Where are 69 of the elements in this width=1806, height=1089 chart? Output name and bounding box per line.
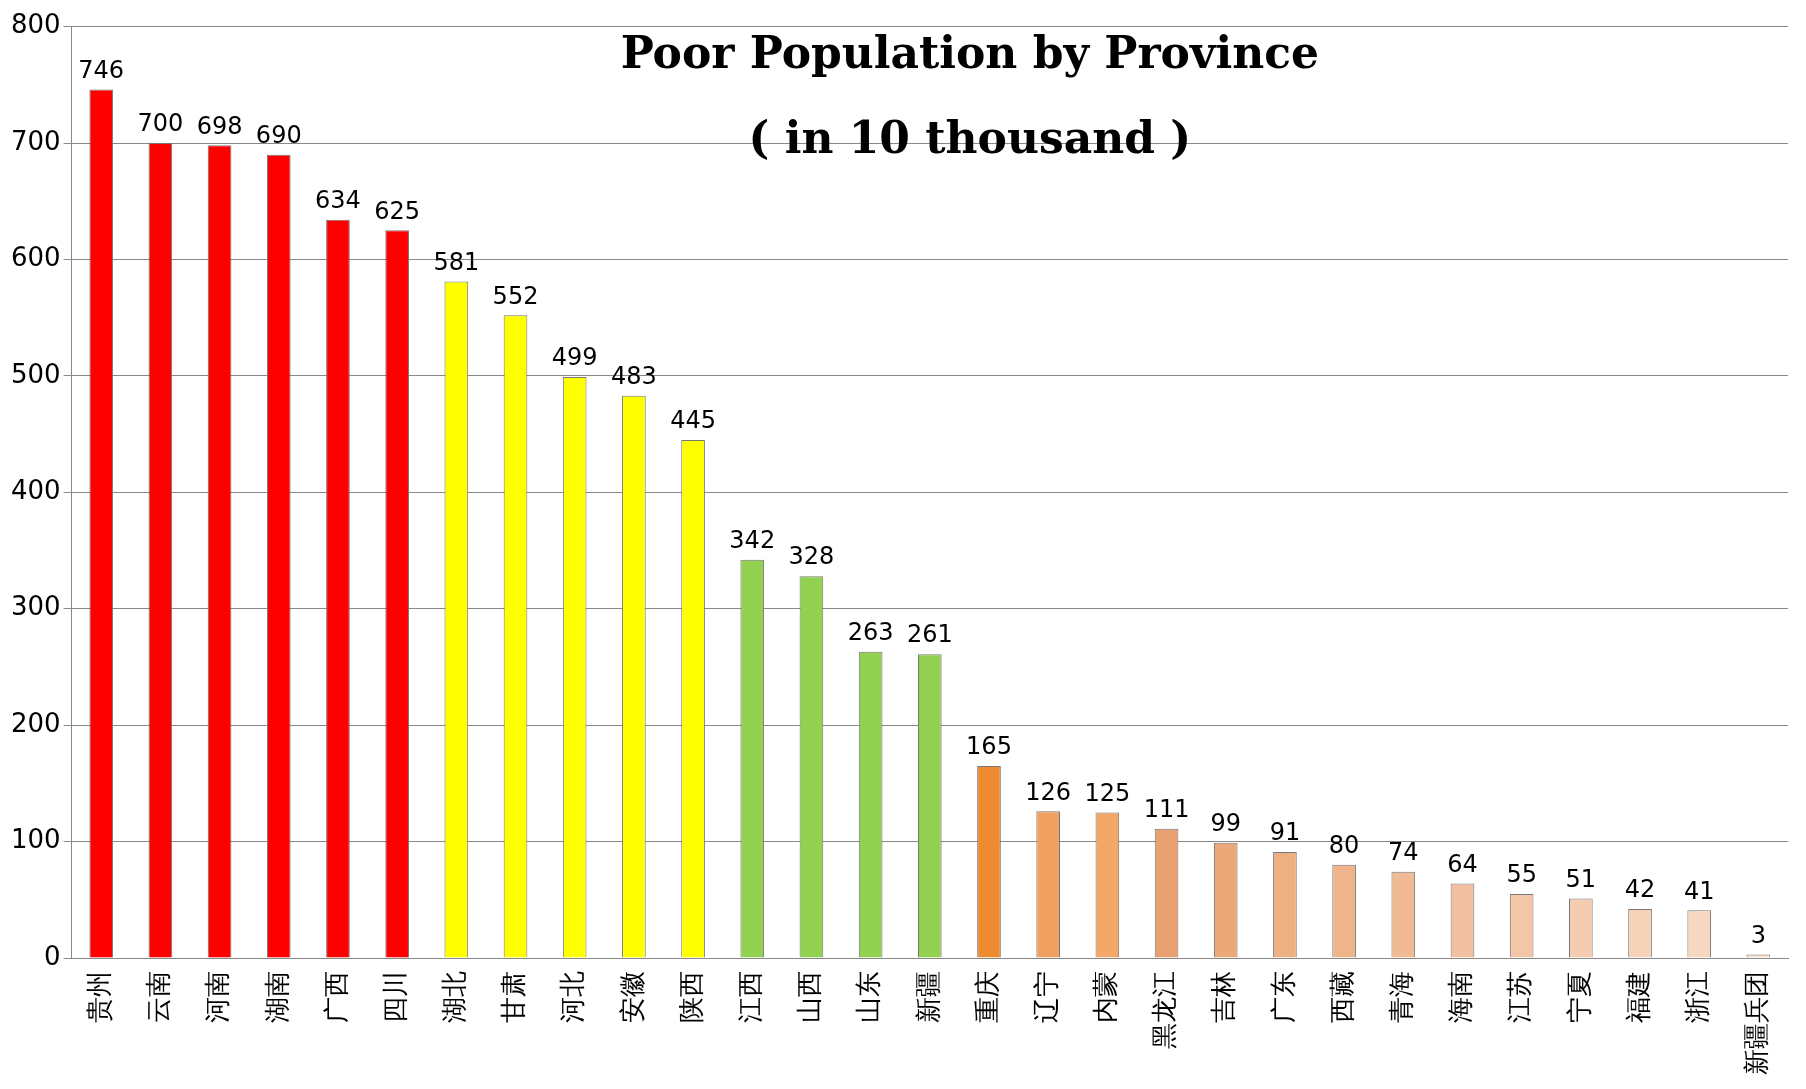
- x-tick-label: 宁夏: [1563, 971, 1594, 1023]
- x-tick-label: 广东: [1267, 971, 1298, 1023]
- x-tick-label: 陕西: [675, 971, 706, 1023]
- data-label: 690: [255, 120, 302, 149]
- data-label: 263: [847, 618, 894, 647]
- x-tick-label: 云南: [143, 971, 174, 1023]
- x-tick-label: 河南: [202, 971, 233, 1023]
- x-tick-label: 新疆兵团: [1741, 971, 1772, 1075]
- x-tick-label: 浙江: [1681, 971, 1712, 1023]
- data-label: 698: [196, 111, 243, 140]
- x-tick-label: 湖南: [261, 971, 292, 1023]
- x-tick-label: 黑龙江: [1149, 971, 1180, 1049]
- data-label: 445: [670, 406, 716, 435]
- x-tick-label: 重庆: [971, 971, 1002, 1023]
- y-tick-label: 100: [10, 824, 61, 855]
- data-label: 746: [78, 55, 125, 84]
- x-tick-label: 吉林: [1208, 971, 1239, 1023]
- data-label: 3: [1750, 920, 1767, 949]
- x-tick-label: 山东: [853, 971, 884, 1023]
- data-label: 64: [1447, 849, 1478, 878]
- x-tick-label: 新疆: [912, 971, 943, 1023]
- data-label: 634: [315, 186, 361, 215]
- x-tick-label: 青海: [1386, 971, 1417, 1023]
- x-tick-label: 甘肃: [498, 971, 529, 1023]
- data-label: 80: [1328, 831, 1360, 860]
- data-label: 41: [1683, 876, 1715, 905]
- x-tick-label: 内蒙: [1090, 971, 1121, 1023]
- text: ( in 10 thousand ): [748, 112, 1192, 164]
- data-label: 261: [906, 620, 953, 649]
- data-label: 499: [551, 343, 598, 372]
- y-tick-label: 400: [10, 475, 61, 506]
- data-label: 342: [729, 526, 776, 555]
- chart-title: Poor Population by Province: [620, 27, 1319, 79]
- y-tick-label: 800: [10, 9, 61, 40]
- data-label: 55: [1506, 860, 1537, 889]
- x-tick-label: 湖北: [439, 971, 470, 1023]
- x-tick-label: 广西: [320, 971, 351, 1023]
- data-label: 111: [1143, 795, 1190, 823]
- x-tick-label: 福建: [1622, 971, 1653, 1023]
- data-label: 625: [374, 196, 421, 225]
- y-tick-label: 200: [10, 707, 61, 738]
- x-tick-label: 江西: [735, 971, 766, 1023]
- data-label: 99: [1210, 808, 1242, 837]
- data-label: 483: [610, 361, 657, 390]
- x-tick-label: 贵州: [83, 971, 114, 1023]
- x-tick-label: 辽宁: [1030, 971, 1061, 1023]
- x-tick-label: 四川: [379, 971, 410, 1023]
- data-label: 552: [492, 281, 539, 310]
- data-label: 328: [788, 542, 835, 571]
- data-label: 51: [1565, 864, 1597, 893]
- y-tick-label: 700: [10, 125, 61, 156]
- data-label: 91: [1269, 818, 1301, 847]
- x-tick-label: 西藏: [1326, 971, 1357, 1023]
- data-label: 165: [966, 732, 1012, 761]
- data-label: 581: [433, 247, 480, 276]
- y-tick-label: 300: [10, 591, 61, 622]
- y-tick-label: 500: [10, 358, 61, 389]
- y-tick-label: 600: [10, 242, 61, 273]
- data-label: 700: [137, 109, 184, 138]
- data-label: 126: [1025, 777, 1072, 806]
- x-tick-label: 安徽: [616, 971, 647, 1023]
- x-tick-label: 河北: [557, 971, 588, 1023]
- x-tick-label: 海南: [1445, 971, 1476, 1023]
- data-label: 74: [1388, 838, 1419, 867]
- data-label: 125: [1084, 778, 1131, 807]
- y-tick-label: 0: [44, 940, 61, 971]
- x-tick-label: 江苏: [1504, 971, 1535, 1023]
- data-label: 42: [1624, 875, 1656, 904]
- x-tick-label: 山西: [794, 971, 825, 1023]
